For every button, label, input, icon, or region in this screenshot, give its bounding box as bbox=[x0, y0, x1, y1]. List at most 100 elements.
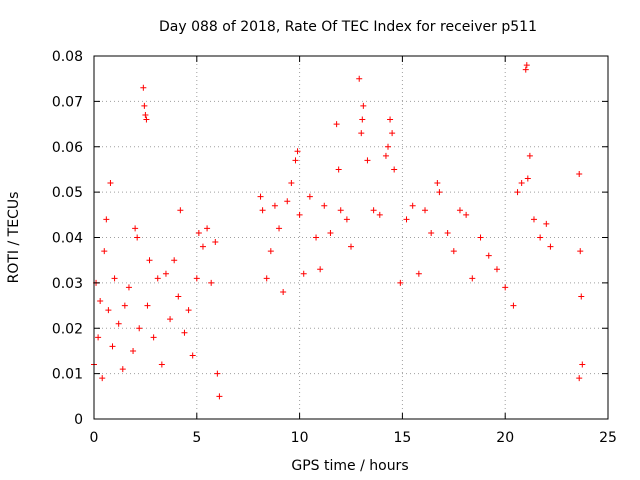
data-point bbox=[456, 207, 463, 214]
data-point bbox=[167, 316, 174, 323]
data-point bbox=[313, 234, 320, 241]
data-point bbox=[543, 220, 550, 227]
data-point bbox=[450, 248, 457, 255]
data-point bbox=[477, 234, 484, 241]
y-tick-label: 0 bbox=[74, 412, 83, 428]
data-point bbox=[306, 193, 313, 200]
data-point bbox=[403, 216, 410, 223]
data-point bbox=[292, 157, 299, 164]
data-point bbox=[524, 175, 531, 182]
grid-lines bbox=[94, 56, 608, 419]
data-point bbox=[518, 180, 525, 187]
data-point bbox=[103, 216, 110, 223]
data-point bbox=[317, 266, 324, 273]
data-point bbox=[171, 257, 178, 264]
data-point bbox=[300, 270, 307, 277]
data-point bbox=[502, 284, 509, 291]
data-point bbox=[514, 189, 521, 196]
y-tick-label: 0.08 bbox=[52, 49, 83, 65]
data-point bbox=[142, 111, 149, 118]
data-point bbox=[121, 302, 128, 309]
data-point bbox=[119, 366, 126, 373]
data-point bbox=[177, 207, 184, 214]
data-point bbox=[150, 334, 157, 341]
data-point bbox=[271, 202, 278, 209]
x-tick-label: 10 bbox=[291, 430, 309, 446]
data-point bbox=[333, 121, 340, 128]
data-points bbox=[91, 62, 586, 400]
data-point bbox=[97, 298, 104, 305]
y-axis-label: ROTI / TECUs bbox=[6, 192, 22, 284]
data-point bbox=[136, 325, 143, 332]
data-point bbox=[428, 229, 435, 236]
data-point bbox=[193, 275, 200, 282]
data-point bbox=[321, 202, 328, 209]
data-point bbox=[143, 116, 150, 123]
data-point bbox=[385, 143, 392, 150]
data-point bbox=[436, 189, 443, 196]
data-point bbox=[146, 257, 153, 264]
data-point bbox=[387, 116, 394, 123]
data-point bbox=[296, 211, 303, 218]
data-point bbox=[348, 243, 354, 250]
data-point bbox=[422, 207, 429, 214]
y-tick-label: 0.07 bbox=[52, 94, 83, 110]
y-tick-label: 0.06 bbox=[52, 140, 83, 156]
data-point bbox=[397, 279, 404, 286]
data-point bbox=[162, 270, 169, 277]
data-point bbox=[195, 229, 202, 236]
data-point bbox=[343, 216, 350, 223]
data-point bbox=[189, 352, 196, 359]
data-point bbox=[485, 252, 492, 259]
data-point bbox=[111, 275, 118, 282]
data-point bbox=[327, 229, 334, 236]
data-point bbox=[181, 329, 188, 336]
x-tick-label: 0 bbox=[90, 430, 99, 446]
chart-title: Day 088 of 2018, Rate Of TEC Index for r… bbox=[159, 19, 537, 35]
data-point bbox=[212, 239, 219, 246]
data-point bbox=[204, 225, 211, 232]
y-tick-label: 0.01 bbox=[52, 367, 83, 383]
y-tick-label: 0.03 bbox=[52, 276, 83, 292]
data-point bbox=[107, 180, 114, 187]
data-point bbox=[547, 243, 554, 250]
x-tick-label: 5 bbox=[192, 430, 201, 446]
data-point bbox=[415, 270, 422, 277]
x-tick-label: 25 bbox=[599, 430, 617, 446]
data-point bbox=[144, 302, 151, 309]
data-point bbox=[444, 229, 451, 236]
data-point bbox=[579, 361, 586, 368]
y-tick-label: 0.04 bbox=[52, 231, 83, 247]
data-point bbox=[216, 393, 223, 400]
data-point bbox=[284, 198, 291, 205]
data-point bbox=[95, 334, 102, 341]
data-point bbox=[463, 211, 470, 218]
data-point bbox=[578, 293, 585, 300]
data-point bbox=[130, 347, 137, 354]
data-point bbox=[364, 157, 371, 164]
data-point bbox=[214, 370, 221, 377]
data-point bbox=[526, 152, 533, 159]
data-point bbox=[576, 375, 583, 382]
data-point bbox=[523, 62, 530, 69]
data-point bbox=[409, 202, 416, 209]
data-point bbox=[391, 166, 398, 173]
x-tick-label: 20 bbox=[496, 430, 514, 446]
data-point bbox=[389, 130, 396, 137]
data-point bbox=[276, 225, 283, 232]
data-point bbox=[356, 75, 363, 82]
data-point bbox=[99, 375, 106, 382]
data-point bbox=[469, 275, 476, 282]
data-point bbox=[105, 307, 112, 314]
data-point bbox=[522, 66, 529, 73]
data-point bbox=[101, 248, 108, 255]
data-point bbox=[370, 207, 377, 214]
data-point bbox=[337, 207, 344, 214]
data-point bbox=[132, 225, 139, 232]
data-point bbox=[280, 288, 287, 295]
data-point bbox=[199, 243, 206, 250]
data-point bbox=[359, 116, 366, 123]
data-point bbox=[382, 152, 389, 159]
data-point bbox=[208, 279, 215, 286]
